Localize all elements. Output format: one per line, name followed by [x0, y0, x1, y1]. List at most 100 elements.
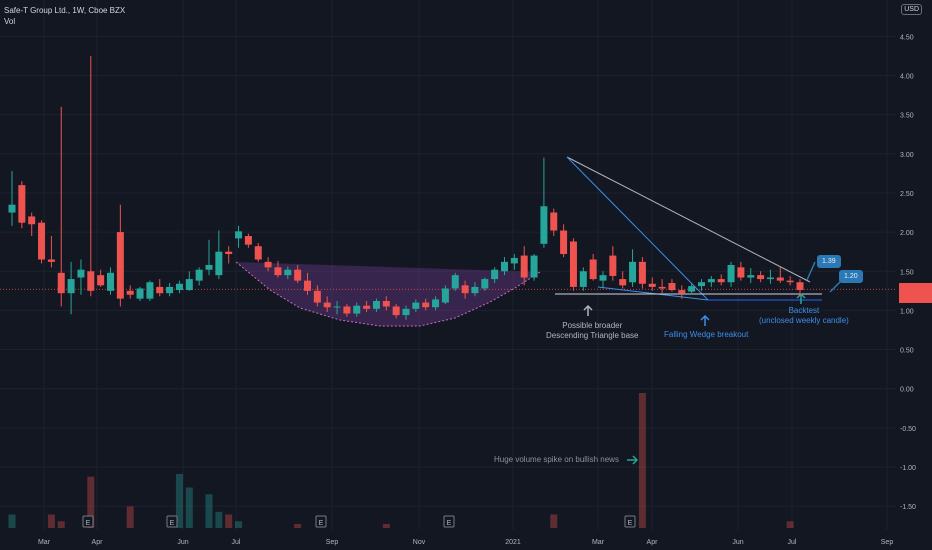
candle-body: [323, 302, 331, 308]
candle-body: [156, 286, 164, 294]
candle-body: [766, 277, 774, 280]
candle-body: [569, 241, 577, 287]
earnings-marker-label: E: [319, 520, 324, 527]
volume-bar: [185, 487, 193, 528]
candle-body: [392, 306, 400, 316]
currency-button[interactable]: USD: [901, 4, 922, 15]
volume-bar: [205, 494, 213, 528]
candle-body: [284, 269, 292, 276]
candle-body: [8, 204, 16, 213]
candle-body: [215, 251, 223, 276]
triangle-annotation: Possible broader Descending Triangle bas…: [546, 321, 639, 341]
candle-body: [461, 285, 469, 294]
backtest-annotation: Backtest (unclosed weekly candle): [759, 306, 849, 326]
price-tick-label: 3.50: [900, 113, 914, 120]
candle-body: [471, 286, 479, 294]
chart-grid: [0, 0, 896, 530]
callout-1-pointer: [806, 261, 816, 281]
time-tick-label: Apr: [92, 539, 104, 546]
candle-body: [422, 302, 430, 308]
candle-body: [402, 308, 410, 316]
triangle-annotation-line-1: Possible broader: [562, 321, 623, 330]
price-tick-label: 2.00: [900, 230, 914, 237]
earnings-marker: [166, 515, 178, 528]
candle-body: [57, 272, 65, 294]
wedge-arrow-icon: [700, 314, 710, 326]
candle-body: [47, 259, 55, 262]
candle-body: [195, 269, 203, 281]
candle-body: [254, 246, 262, 260]
candle-body: [589, 259, 597, 280]
time-axis[interactable]: Mar Apr Jun Jul Sep Nov 2021 Mar Apr Jun Jul Sep: [38, 539, 893, 546]
earnings-marker-label: E: [170, 520, 175, 527]
candle-body: [629, 261, 637, 283]
candle-body: [757, 275, 765, 280]
candle-body: [87, 271, 95, 291]
price-tick-label: -1.00: [900, 465, 916, 472]
price-axis[interactable]: 4.50 4.00 3.50 3.00 2.50 2.00 1.50 1.00 0.50 0.00…: [900, 34, 916, 511]
candle-body: [38, 222, 46, 260]
candle-body: [116, 232, 124, 299]
volume-indicator-label[interactable]: Vol: [4, 17, 16, 26]
candle-body: [501, 261, 508, 272]
volume-bar: [638, 393, 646, 528]
volume-bar: [550, 514, 558, 528]
volume-bar: [786, 521, 794, 528]
candle-body: [28, 216, 36, 225]
volume-annotation: Huge volume spike on bullish news: [494, 455, 619, 464]
volume-bar: [175, 474, 183, 528]
candle-body: [235, 231, 243, 239]
price-tick-label: 2.50: [900, 191, 914, 198]
volume-bar: [47, 514, 55, 528]
earnings-marker-label: E: [447, 520, 452, 527]
price-tick-label: 4.00: [900, 74, 914, 81]
candle-body: [688, 286, 696, 292]
time-tick-label: Mar: [38, 539, 51, 546]
candle-body: [796, 282, 804, 291]
time-tick-label: Jul: [788, 539, 797, 546]
earnings-marker: [443, 515, 455, 528]
volume-bars: [8, 393, 794, 528]
time-tick-label: Jun: [732, 539, 743, 546]
volume-bar: [126, 506, 134, 528]
price-tick-label: 0.00: [900, 387, 914, 394]
volume-bar: [8, 514, 16, 528]
volume-bar: [382, 523, 390, 528]
candle-body: [619, 279, 627, 286]
candle-body: [77, 269, 85, 278]
candle-body: [648, 283, 656, 287]
price-tick-label: -0.50: [900, 426, 916, 433]
candle-body: [264, 261, 272, 268]
backtest-annotation-line-2: (unclosed weekly candle): [759, 316, 849, 325]
candle-body: [185, 279, 193, 291]
candle-body: [136, 288, 144, 299]
price-tick-label: 4.50: [900, 34, 914, 41]
time-tick-label: Apr: [647, 539, 659, 546]
wedge-annotation: Falling Wedge breakout: [664, 330, 749, 339]
candle-body: [540, 206, 548, 244]
volume-bar: [225, 514, 233, 528]
candle-body: [481, 279, 489, 289]
candle-body: [294, 269, 302, 281]
candle-body: [343, 306, 351, 314]
candle-body: [175, 283, 183, 291]
triangle-upper-line: [566, 156, 811, 283]
candle-body: [313, 290, 321, 303]
candle-body: [579, 271, 587, 287]
candle-body: [550, 212, 558, 231]
volume-bar: [87, 476, 95, 528]
candle-body: [491, 269, 499, 280]
time-tick-label: Sep: [881, 539, 894, 546]
candle-body: [146, 282, 154, 299]
candle-body: [717, 279, 725, 283]
time-tick-label: Jul: [232, 539, 241, 546]
candle-body: [412, 302, 420, 309]
candle-body: [678, 290, 686, 294]
candle-body: [18, 185, 26, 223]
candle-body: [363, 305, 371, 309]
symbol-title[interactable]: Safe-T Group Ltd., 1W, Cboe BZX: [4, 6, 126, 15]
candle-body: [668, 282, 676, 291]
candle-body: [707, 279, 715, 283]
price-tick-label: -1.50: [900, 504, 916, 511]
